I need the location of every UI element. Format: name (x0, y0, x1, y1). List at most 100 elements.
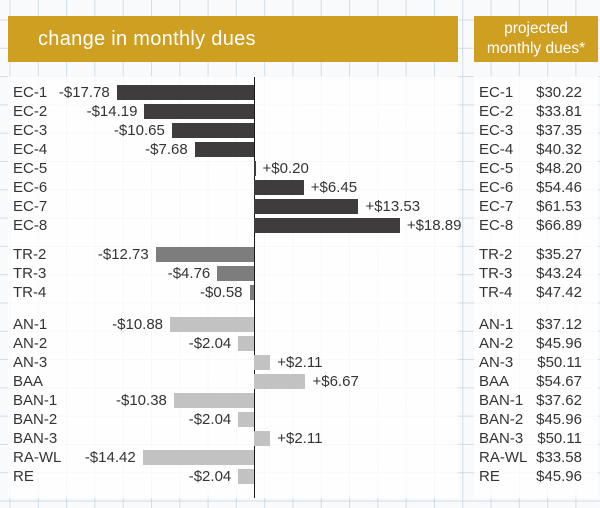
projected-row-value: $50.11 (537, 430, 582, 447)
projected-row-ec-1: EC-1 $30.22 (474, 83, 598, 102)
projected-row-label: TR-2 (479, 246, 513, 263)
change-bar (194, 142, 254, 157)
projected-row-value: $48.20 (536, 160, 582, 177)
row-label: EC-3 (13, 122, 48, 139)
projected-row-tr-3: TR-3 $43.24 (474, 264, 598, 283)
chart-row-ec-8: EC-8 +$18.89 (8, 216, 461, 235)
chart-row-an-2: AN-2 -$2.04 (8, 334, 458, 353)
row-label: RA-WL (13, 449, 62, 466)
change-bar (254, 161, 256, 176)
projected-row-label: TR-4 (479, 284, 513, 301)
projected-row-label: AN-1 (479, 316, 514, 333)
change-bar (171, 123, 254, 138)
projected-row-value: $54.67 (536, 373, 582, 390)
change-value-label: -$10.38 (116, 392, 167, 409)
projected-row-ban-3: BAN-3 $50.11 (474, 429, 598, 448)
row-label: TR-3 (13, 265, 47, 282)
row-label: EC-2 (13, 103, 48, 120)
chart-row-tr-4: TR-4 -$0.58 (8, 283, 458, 302)
projected-row-value: $37.62 (536, 392, 582, 409)
change-value-label: -$7.68 (145, 141, 188, 158)
projected-row-value: $30.22 (536, 84, 582, 101)
projected-row-an-3: AN-3 $50.11 (474, 353, 598, 372)
change-value-label: +$13.53 (365, 198, 421, 215)
change-bar (238, 412, 254, 427)
chart-row-ec-1: EC-1 -$17.78 (8, 83, 458, 102)
change-value-label: +$6.67 (312, 373, 359, 390)
change-value-label: -$2.04 (188, 411, 232, 428)
row-label: BAN-1 (13, 392, 58, 409)
projected-row-value: $47.42 (536, 284, 582, 301)
change-bar (254, 355, 271, 370)
projected-row-label: EC-6 (479, 179, 514, 196)
projected-row-value: $66.89 (536, 217, 582, 234)
projected-row-value: $37.12 (536, 316, 582, 333)
projected-row-an-1: AN-1 $37.12 (474, 315, 598, 334)
projected-row-label: AN-3 (479, 354, 514, 371)
change-bar (238, 469, 254, 484)
projected-row-label: EC-2 (479, 103, 514, 120)
chart-title: change in monthly dues (38, 27, 256, 50)
row-label: EC-1 (13, 84, 48, 101)
row-label: EC-5 (13, 160, 48, 177)
change-bar (254, 218, 400, 233)
chart-row-an-3: AN-3 +$2.11 (8, 353, 458, 372)
projected-row-value: $37.35 (536, 122, 582, 139)
projected-row-label: BAN-1 (479, 392, 524, 409)
projected-dues-panel: EC-1 $30.22 EC-2 $33.81 EC-3 $37.35 EC-4 $40.32… (474, 76, 598, 498)
projected-row-ec-8: EC-8 $66.89 (474, 216, 598, 235)
projected-row-label: EC-3 (479, 122, 514, 139)
change-bar (142, 450, 254, 465)
chart-row-ban-2: BAN-2 -$2.04 (8, 410, 458, 429)
change-value-label: -$10.65 (113, 122, 165, 139)
projected-row-ban-2: BAN-2 $45.96 (474, 410, 598, 429)
chart-row-ec-4: EC-4 -$7.68 (8, 140, 458, 159)
change-value-label: -$14.42 (84, 449, 136, 466)
projected-row-label: EC-4 (479, 141, 514, 158)
chart-row-ban-3: BAN-3 +$2.11 (8, 429, 458, 448)
change-bar (144, 104, 254, 119)
projected-row-label: EC-7 (479, 198, 514, 215)
change-value-label: -$14.19 (86, 103, 138, 120)
chart-row-re: RE -$2.04 (8, 467, 458, 486)
chart-row-ec-7: EC-7 +$13.53 (8, 197, 458, 216)
projected-row-value: $43.24 (536, 265, 582, 282)
row-label: TR-2 (13, 246, 47, 263)
projected-row-tr-4: TR-4 $47.42 (474, 283, 598, 302)
projected-row-value: $35.27 (536, 246, 582, 263)
chart-row-an-1: AN-1 -$10.88 (8, 315, 458, 334)
row-label: BAN-2 (13, 411, 58, 428)
projected-row-an-2: AN-2 $45.96 (474, 334, 598, 353)
change-value-label: +$18.89 (406, 217, 462, 234)
row-label: EC-6 (13, 179, 48, 196)
zero-axis-line (253, 77, 255, 498)
row-label: BAA (13, 373, 44, 390)
projected-dues-title: projected monthly dues* (486, 20, 586, 57)
row-label: RE (13, 468, 34, 485)
projected-row-label: EC-5 (479, 160, 514, 177)
projected-row-label: EC-1 (479, 84, 514, 101)
projected-row-value: $45.96 (536, 468, 582, 485)
projected-row-value: $33.58 (536, 449, 582, 466)
chart-row-ec-6: EC-6 +$6.45 (8, 178, 458, 197)
change-value-label: +$6.45 (310, 179, 358, 196)
change-value-label: -$4.76 (167, 265, 211, 282)
change-value-label: -$17.78 (58, 84, 110, 101)
row-label: AN-3 (13, 354, 48, 371)
row-label: AN-1 (13, 316, 48, 333)
row-label: TR-4 (13, 284, 47, 301)
change-bar (116, 85, 254, 100)
projected-row-label: RE (479, 468, 500, 485)
row-label: EC-7 (13, 198, 48, 215)
chart-title-banner: change in monthly dues (8, 16, 458, 62)
projected-row-value: $40.32 (536, 141, 582, 158)
chart-row-ec-5: EC-5 +$0.20 (8, 159, 458, 178)
projected-row-ec-3: EC-3 $37.35 (474, 121, 598, 140)
projected-row-label: AN-2 (479, 335, 514, 352)
projected-row-value: $54.46 (536, 179, 582, 196)
change-bar (217, 266, 254, 281)
change-value-label: -$2.04 (188, 468, 232, 485)
change-bar (254, 180, 304, 195)
projected-row-value: $45.96 (536, 411, 582, 428)
projected-row-value: $61.53 (536, 198, 582, 215)
